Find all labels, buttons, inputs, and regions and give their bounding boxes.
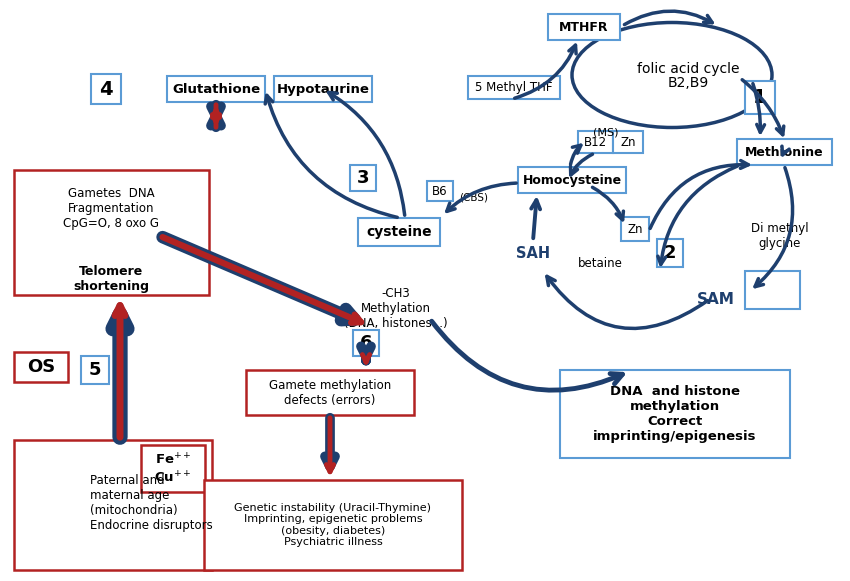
FancyBboxPatch shape — [14, 440, 212, 570]
Text: B2,B9: B2,B9 — [667, 76, 709, 90]
Text: (CBS): (CBS) — [459, 192, 488, 202]
FancyBboxPatch shape — [91, 74, 121, 104]
FancyBboxPatch shape — [246, 370, 414, 415]
Text: Glutathione: Glutathione — [172, 83, 260, 95]
Text: Zn: Zn — [627, 223, 643, 235]
Text: 2: 2 — [664, 244, 677, 262]
FancyBboxPatch shape — [274, 76, 372, 102]
Text: B6: B6 — [432, 185, 448, 198]
FancyBboxPatch shape — [745, 81, 775, 114]
Text: Gametes  DNA
Fragmentation
CpG=O, 8 oxo G: Gametes DNA Fragmentation CpG=O, 8 oxo G — [63, 187, 159, 229]
FancyBboxPatch shape — [621, 217, 649, 241]
FancyBboxPatch shape — [14, 352, 68, 382]
FancyBboxPatch shape — [578, 131, 613, 153]
FancyBboxPatch shape — [657, 239, 683, 267]
Text: B12: B12 — [584, 135, 607, 149]
Text: Gamete methylation
defects (errors): Gamete methylation defects (errors) — [269, 379, 391, 407]
Text: Genetic instability (Uracil-Thymine)
Imprinting, epigenetic problems
(obesity, d: Genetic instability (Uracil-Thymine) Imp… — [235, 503, 432, 547]
Text: betaine: betaine — [577, 256, 622, 270]
FancyBboxPatch shape — [548, 14, 620, 40]
Text: Hypotaurine: Hypotaurine — [276, 83, 370, 95]
FancyBboxPatch shape — [613, 131, 643, 153]
Text: Di methyl
glycine: Di methyl glycine — [751, 222, 809, 250]
Text: (MS): (MS) — [593, 127, 619, 137]
FancyBboxPatch shape — [427, 181, 453, 201]
Text: folic acid cycle: folic acid cycle — [637, 62, 740, 76]
Text: OS: OS — [27, 358, 55, 376]
FancyBboxPatch shape — [468, 76, 560, 99]
FancyBboxPatch shape — [204, 480, 462, 570]
Text: Methionine: Methionine — [745, 145, 824, 159]
Text: DNA  and histone
methylation
Correct
imprinting/epigenesis: DNA and histone methylation Correct impr… — [593, 385, 756, 443]
FancyBboxPatch shape — [141, 445, 205, 492]
Text: cysteine: cysteine — [366, 225, 432, 239]
FancyBboxPatch shape — [81, 356, 109, 384]
FancyBboxPatch shape — [358, 218, 440, 246]
FancyBboxPatch shape — [353, 330, 379, 356]
Text: SAH: SAH — [516, 246, 550, 260]
Text: 3: 3 — [357, 169, 369, 187]
Text: Paternal and
maternal age
(mitochondria)
Endocrine disruptors: Paternal and maternal age (mitochondria)… — [90, 474, 212, 532]
Text: Zn: Zn — [620, 135, 636, 149]
Text: Telomere
shortening: Telomere shortening — [73, 265, 149, 293]
Text: 1: 1 — [753, 88, 767, 107]
FancyBboxPatch shape — [14, 170, 209, 295]
FancyBboxPatch shape — [745, 271, 800, 309]
Text: 5 Methyl THF: 5 Methyl THF — [475, 81, 552, 94]
Text: 5: 5 — [88, 361, 101, 379]
Text: SAM: SAM — [697, 292, 735, 307]
FancyBboxPatch shape — [560, 370, 790, 458]
Text: -CH3
Methylation
(DNA, histones...): -CH3 Methylation (DNA, histones...) — [344, 286, 448, 329]
FancyBboxPatch shape — [167, 76, 265, 102]
Text: Homocysteine: Homocysteine — [523, 174, 621, 187]
FancyBboxPatch shape — [350, 165, 376, 191]
FancyBboxPatch shape — [518, 167, 626, 193]
FancyBboxPatch shape — [737, 139, 832, 165]
Text: MTHFR: MTHFR — [559, 20, 609, 34]
Text: 4: 4 — [99, 80, 113, 99]
Text: Fe$^{++}$
Cu$^{++}$: Fe$^{++}$ Cu$^{++}$ — [154, 453, 192, 486]
Text: 6: 6 — [360, 334, 372, 352]
Ellipse shape — [572, 23, 772, 127]
